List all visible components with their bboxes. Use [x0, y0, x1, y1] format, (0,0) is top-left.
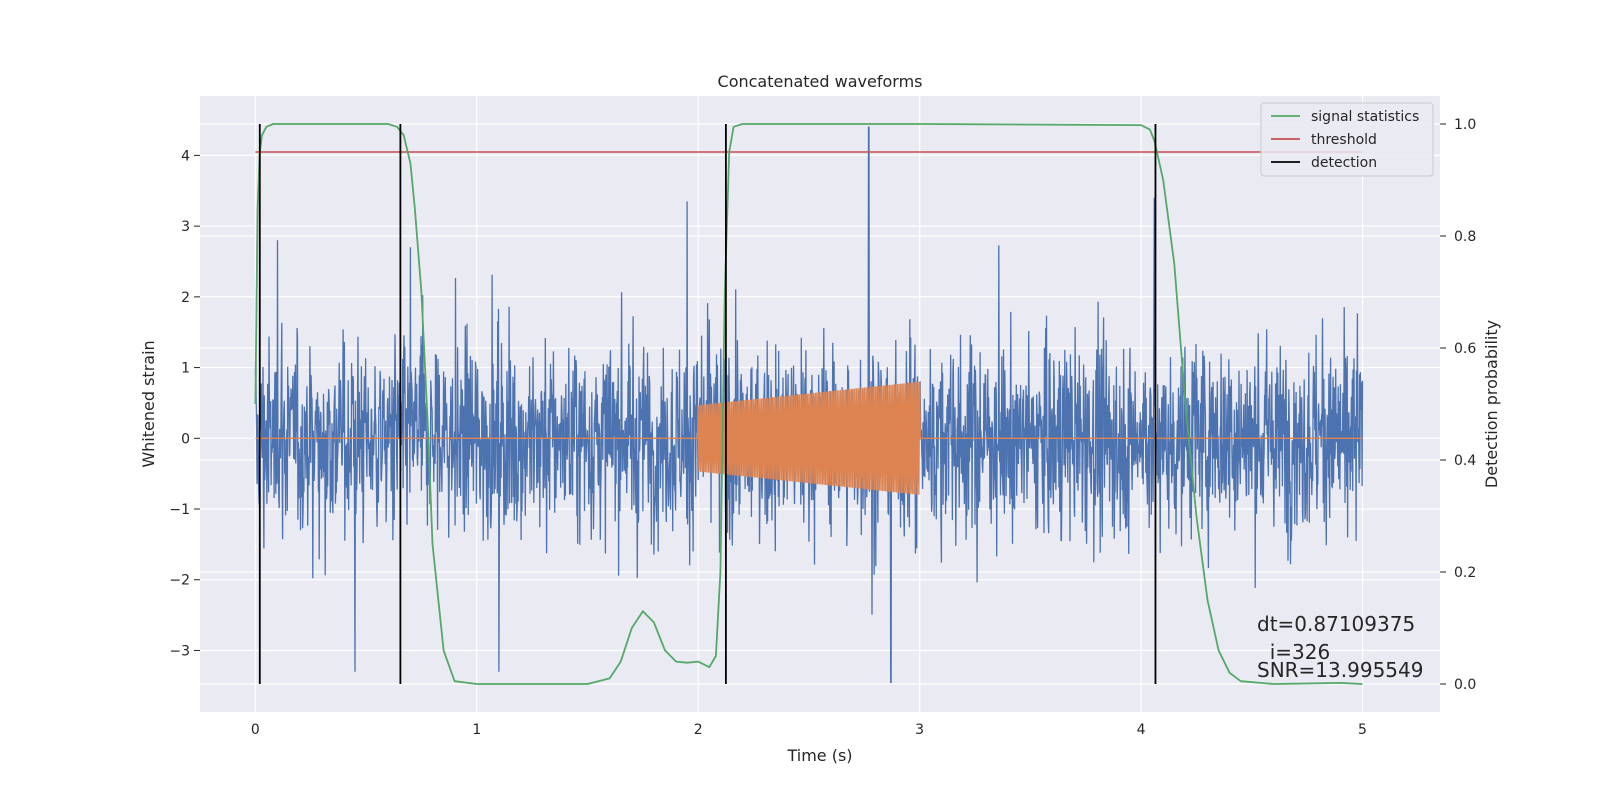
- y-tick-label: 4: [181, 148, 190, 164]
- y-axis-left: −3 −2 −1 0 1 2 3 4: [169, 148, 200, 659]
- x-tick-label: 4: [1137, 722, 1146, 738]
- y2-tick-label: 0.0: [1454, 677, 1476, 693]
- annotation-dt: dt=0.87109375: [1257, 612, 1415, 636]
- annotation-box: dt=0.87109375 i=326 SNR=13.995549: [1257, 612, 1423, 682]
- x-tick-label: 3: [915, 722, 924, 738]
- legend-label-signal-statistics: signal statistics: [1311, 109, 1419, 125]
- y2-tick-label: 1.0: [1454, 117, 1476, 133]
- y-axis-label: Whitened strain: [139, 340, 158, 467]
- legend-label-threshold: threshold: [1311, 132, 1377, 148]
- y-tick-label: 2: [181, 290, 190, 306]
- legend: signal statistics threshold detection: [1260, 102, 1434, 177]
- strain-series-line: [254, 126, 1364, 683]
- signal-statistics-line: [254, 123, 1363, 685]
- chart-title: Concatenated waveforms: [718, 72, 923, 91]
- y-tick-label: −2: [169, 573, 190, 589]
- x-tick-label: 0: [251, 722, 260, 738]
- y-tick-label: −1: [169, 502, 190, 518]
- y2-axis-label: Detection probability: [1482, 320, 1501, 488]
- x-axis: 0 1 2 3 4 5: [251, 722, 1367, 738]
- x-tick-label: 5: [1358, 722, 1367, 738]
- y-tick-label: 0: [181, 431, 190, 447]
- y-tick-label: 1: [181, 361, 190, 377]
- series-layer: [254, 123, 1364, 685]
- y-axis-right: 0.0 0.2 0.4 0.6 0.8 1.0: [1440, 117, 1476, 693]
- y2-tick-label: 0.2: [1454, 565, 1476, 581]
- template-series-line: [255, 381, 1363, 495]
- plot-area: [200, 96, 1440, 712]
- y-tick-label: −3: [169, 643, 190, 659]
- x-axis-label: Time (s): [786, 746, 852, 765]
- y2-tick-label: 0.4: [1454, 453, 1476, 469]
- y2-tick-label: 0.6: [1454, 341, 1476, 357]
- y2-tick-label: 0.8: [1454, 229, 1476, 245]
- annotation-i: i=326: [1257, 640, 1330, 664]
- legend-label-detection: detection: [1311, 155, 1377, 171]
- x-tick-label: 1: [472, 722, 481, 738]
- x-tick-label: 2: [694, 722, 703, 738]
- annotation-snr: SNR=13.995549: [1257, 658, 1423, 682]
- y-tick-label: 3: [181, 219, 190, 235]
- legend-frame: [1260, 102, 1434, 177]
